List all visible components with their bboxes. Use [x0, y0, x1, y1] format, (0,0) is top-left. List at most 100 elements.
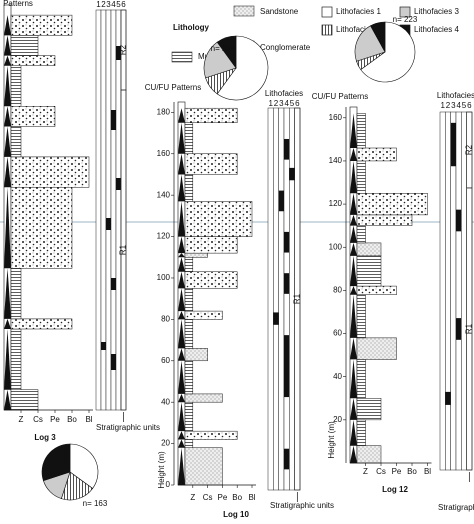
legend-label: Sandstone: [260, 7, 299, 16]
bed: [10, 65, 22, 107]
grain-label: Bo: [67, 415, 77, 424]
lithofacies-column-label: 5: [462, 101, 467, 110]
grain-label: Bo: [232, 493, 242, 502]
grain-label: Bo: [407, 467, 417, 476]
bed: [356, 359, 366, 399]
bed: [10, 14, 73, 36]
lithofacies-column-label: 5: [116, 0, 121, 9]
log-title: Log 12: [382, 485, 408, 494]
cu-fu-triangle: [178, 319, 185, 349]
bed: [356, 147, 397, 162]
cu-fu-triangle: [178, 360, 185, 394]
cu-fu-triangle: [4, 106, 11, 127]
bed: [184, 360, 194, 395]
cu-fu-triangle: [350, 255, 357, 287]
pie-slice: [354, 25, 386, 62]
lithofacies-interval: [273, 312, 279, 325]
lithofacies-label: Lithofacies: [265, 89, 303, 98]
y-tick-label: 120: [157, 232, 171, 241]
lithofacies-interval: [116, 46, 121, 60]
lithofacies-column: [461, 111, 467, 471]
bed: [10, 328, 22, 390]
lithofacies-column-label: 4: [284, 99, 289, 108]
bed: [10, 389, 39, 411]
lithofacies-interval: [456, 318, 462, 340]
y-tick-label: 60: [161, 356, 170, 365]
cu-fu-triangle: [4, 318, 11, 329]
lithofacies-column-label: 4: [456, 101, 461, 110]
units-label-text: Stratigraphic units: [96, 423, 160, 432]
cu-fu-triangle: [178, 236, 185, 254]
units-label-text: Stratigraphic units: [438, 503, 474, 512]
lithofacies-column: [110, 9, 117, 411]
bed: [356, 294, 366, 339]
lithofacies-interval: [284, 335, 290, 398]
cu-fu-triangle: [178, 288, 185, 312]
lithofacies-interval: [289, 167, 295, 181]
cu-fu-triangle: [178, 348, 185, 361]
cu-fu-triangle: [4, 35, 11, 56]
grain-label: Pe: [392, 467, 402, 476]
lithofacies-interval: [111, 278, 116, 290]
cu-fu-triangle: [350, 147, 357, 161]
bed: [356, 255, 382, 287]
y-tick-label: 160: [157, 149, 171, 158]
legend-swatch: [321, 6, 333, 18]
cu-fu-triangle: [350, 193, 357, 215]
bed: [184, 430, 238, 440]
bed: [10, 268, 22, 320]
y-tick-label: 140: [329, 156, 343, 165]
bed: [184, 439, 194, 448]
cu-fu-triangle: [4, 65, 11, 107]
y-tick-label: 60: [333, 329, 342, 338]
bed: [356, 398, 382, 421]
grain-label: Z: [19, 415, 24, 424]
bed: [184, 447, 223, 486]
pie-slice: [69, 443, 99, 489]
y-axis-label: Height (m): [157, 451, 166, 489]
cu-fu-triangle: [350, 113, 357, 148]
grain-label: Bl: [248, 493, 255, 502]
bed: [184, 236, 238, 254]
bed: [184, 252, 208, 258]
lithology-title: Lithology: [173, 23, 210, 32]
cu-fu-triangle: [350, 225, 357, 243]
grain-label: Cs: [203, 493, 213, 502]
lithofacies-column-label: 1: [96, 0, 101, 9]
lithofacies-interval: [278, 190, 284, 212]
lithofacies-column: [273, 107, 279, 491]
cu-fu-triangle: [4, 329, 11, 390]
grain-label: Cs: [376, 467, 386, 476]
lithofacies-column: [445, 111, 451, 471]
unit-label: R1: [292, 293, 301, 304]
legend-label: Lithofacies 4: [414, 25, 459, 34]
y-tick-label: 80: [161, 314, 170, 323]
bed: [184, 122, 194, 155]
bed: [184, 310, 223, 320]
lithofacies-column-label: 1: [440, 101, 445, 110]
y-tick-label: 20: [333, 415, 342, 424]
y-tick-label: 100: [157, 273, 171, 282]
lithofacies-interval: [284, 273, 290, 294]
lithofacies-interval: [111, 354, 116, 370]
lithofacies-column: [105, 9, 112, 411]
pie-slice: [370, 21, 386, 53]
lithofacies-column-label: 3: [106, 0, 111, 9]
bed: [10, 55, 56, 66]
unit-label: R1: [464, 323, 473, 334]
lithofacies-interval: [450, 122, 456, 167]
lithofacies-column: [115, 9, 122, 411]
cu-fu-triangle: [350, 242, 357, 256]
cu-fu-triangle: [350, 294, 357, 338]
lithofacies-column-label: 3: [279, 99, 284, 108]
y-tick-label: 120: [329, 199, 343, 208]
y-axis-label: Height (m): [327, 421, 336, 459]
cu-fu-triangle: [4, 389, 11, 410]
lithofacies-interval: [106, 218, 111, 230]
bed: [356, 160, 366, 194]
legend-label: Lithofacies 3: [414, 7, 459, 16]
pie-slice: [360, 21, 416, 83]
bed: [184, 107, 238, 123]
lithofacies-column: [95, 9, 102, 411]
cu-fu-triangle: [4, 156, 11, 188]
